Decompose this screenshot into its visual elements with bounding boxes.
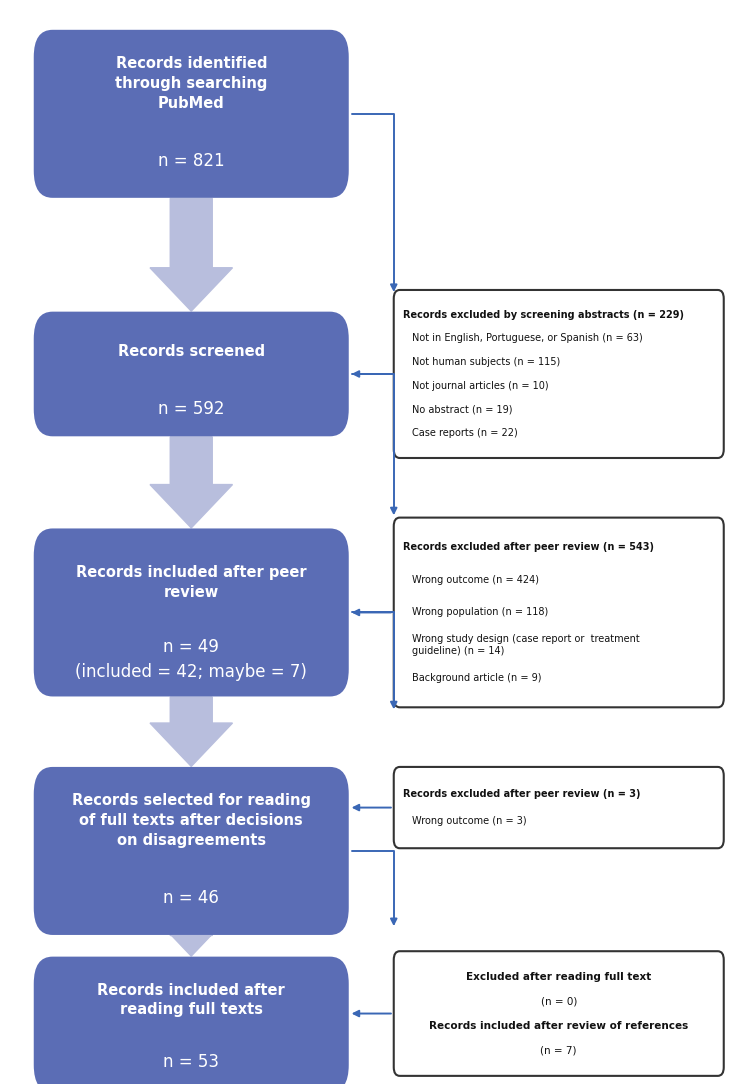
Text: n = 592: n = 592 xyxy=(158,400,224,418)
Text: Case reports (n = 22): Case reports (n = 22) xyxy=(412,428,518,438)
Text: n = 49
(included = 42; maybe = 7): n = 49 (included = 42; maybe = 7) xyxy=(75,638,307,681)
Text: (n = 0): (n = 0) xyxy=(541,996,577,1006)
Text: (n = 7): (n = 7) xyxy=(541,1046,577,1056)
Text: Records excluded after peer review (n = 543): Records excluded after peer review (n = … xyxy=(403,542,654,552)
Text: Records included after peer
review: Records included after peer review xyxy=(76,565,307,599)
Text: Background article (n = 9): Background article (n = 9) xyxy=(412,673,542,683)
Polygon shape xyxy=(150,437,232,528)
Text: Excluded after reading full text: Excluded after reading full text xyxy=(466,971,651,981)
Text: Wrong study design (case report or  treatment
guideline) (n = 14): Wrong study design (case report or treat… xyxy=(412,634,640,656)
Text: n = 53: n = 53 xyxy=(164,1054,219,1071)
FancyBboxPatch shape xyxy=(34,957,349,1084)
Text: Wrong outcome (n = 424): Wrong outcome (n = 424) xyxy=(412,575,538,584)
FancyBboxPatch shape xyxy=(394,289,724,457)
FancyBboxPatch shape xyxy=(34,767,349,934)
Text: Not human subjects (n = 115): Not human subjects (n = 115) xyxy=(412,357,560,367)
Text: n = 46: n = 46 xyxy=(164,889,219,907)
Text: Records screened: Records screened xyxy=(118,344,265,359)
Text: Records excluded after peer review (n = 3): Records excluded after peer review (n = … xyxy=(403,789,640,799)
Polygon shape xyxy=(150,697,232,766)
Text: No abstract (n = 19): No abstract (n = 19) xyxy=(412,404,512,414)
FancyBboxPatch shape xyxy=(34,29,349,198)
Text: Records included after
reading full texts: Records included after reading full text… xyxy=(98,982,285,1018)
FancyBboxPatch shape xyxy=(394,952,724,1075)
Text: Records excluded by screening abstracts (n = 229): Records excluded by screening abstracts … xyxy=(403,310,684,320)
Text: Wrong outcome (n = 3): Wrong outcome (n = 3) xyxy=(412,816,526,826)
Text: n = 821: n = 821 xyxy=(158,152,224,170)
FancyBboxPatch shape xyxy=(394,518,724,707)
FancyBboxPatch shape xyxy=(34,312,349,436)
Polygon shape xyxy=(150,198,232,311)
FancyBboxPatch shape xyxy=(394,767,724,848)
FancyBboxPatch shape xyxy=(34,529,349,697)
Text: Records identified
through searching
PubMed: Records identified through searching Pub… xyxy=(115,56,268,111)
Text: Wrong population (n = 118): Wrong population (n = 118) xyxy=(412,607,548,618)
Text: Not in English, Portuguese, or Spanish (n = 63): Not in English, Portuguese, or Spanish (… xyxy=(412,334,643,344)
Text: Records included after review of references: Records included after review of referen… xyxy=(429,1021,688,1031)
Text: Not journal articles (n = 10): Not journal articles (n = 10) xyxy=(412,380,548,391)
Polygon shape xyxy=(150,913,232,956)
Text: Records selected for reading
of full texts after decisions
on disagreements: Records selected for reading of full tex… xyxy=(72,793,310,848)
